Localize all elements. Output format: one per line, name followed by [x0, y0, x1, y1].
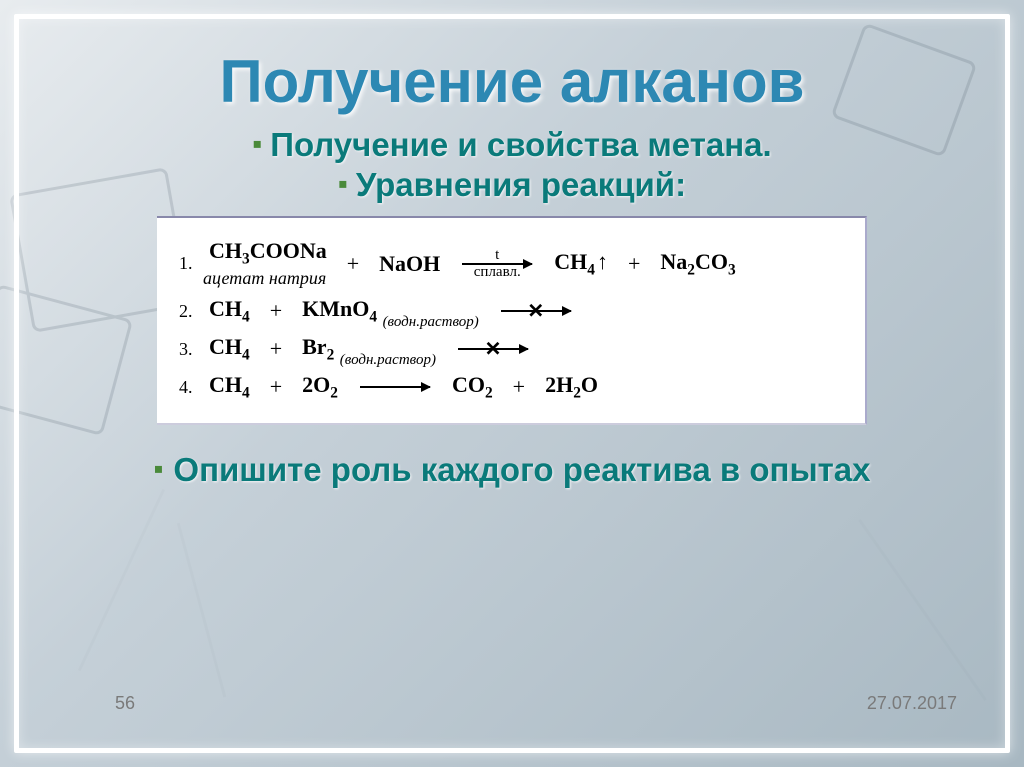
no-reaction-arrow: [501, 310, 571, 312]
equation-1: 1. CH3COONa ацетат натрия + NaOH t сплав…: [179, 238, 847, 289]
reaction-arrow: [360, 371, 430, 403]
page-number: 56: [115, 693, 135, 714]
bullet-icon: ▪: [153, 451, 163, 487]
plus-sign: +: [270, 336, 282, 362]
subtitle-1: Получение и свойства метана.: [270, 126, 771, 164]
eq-number: 3.: [179, 339, 201, 360]
plus-sign: +: [513, 374, 525, 400]
plus-sign: +: [270, 298, 282, 324]
eq-number: 4.: [179, 377, 201, 398]
arrow-bottom-label: сплавл.: [474, 265, 521, 280]
reagent-note: (водн.раствор): [383, 314, 479, 330]
reagent-note: (водн.раствор): [340, 352, 436, 368]
subtitle-2-row: ▪ Уравнения реакций:: [338, 166, 686, 204]
plus-sign: +: [347, 251, 359, 277]
slide-frame: Получение алканов ▪ Получение и свойства…: [14, 14, 1010, 753]
eq-number: 2.: [179, 301, 201, 322]
slide-title: Получение алканов: [220, 47, 805, 116]
slide-date: 27.07.2017: [867, 693, 957, 714]
equation-2: 2. CH4 + KMnO4 (водн.раствор): [179, 295, 847, 327]
plus-sign: +: [270, 374, 282, 400]
bullet-icon: ▪: [338, 166, 348, 202]
arrow-top-label: t: [495, 248, 499, 263]
reagent-note: ацетат натрия: [203, 268, 335, 289]
plus-sign: +: [628, 251, 640, 277]
bullet-icon: ▪: [252, 126, 262, 162]
equations-box: 1. CH3COONa ацетат натрия + NaOH t сплав…: [157, 216, 867, 425]
equation-4: 4. CH4 + 2O2 CO2 + 2H2O: [179, 371, 847, 403]
no-reaction-arrow: [458, 348, 528, 350]
eq-number: 1.: [179, 253, 201, 274]
conclusion-text: Опишите роль каждого реактива в опытах: [173, 451, 870, 489]
conclusion-row: ▪ Опишите роль каждого реактива в опытах: [113, 451, 910, 489]
equation-3: 3. CH4 + Br2 (водн.раствор): [179, 333, 847, 365]
subtitle-2: Уравнения реакций:: [356, 166, 686, 204]
subtitle-1-row: ▪ Получение и свойства метана.: [252, 126, 771, 164]
reaction-arrow: t сплавл.: [462, 248, 532, 280]
